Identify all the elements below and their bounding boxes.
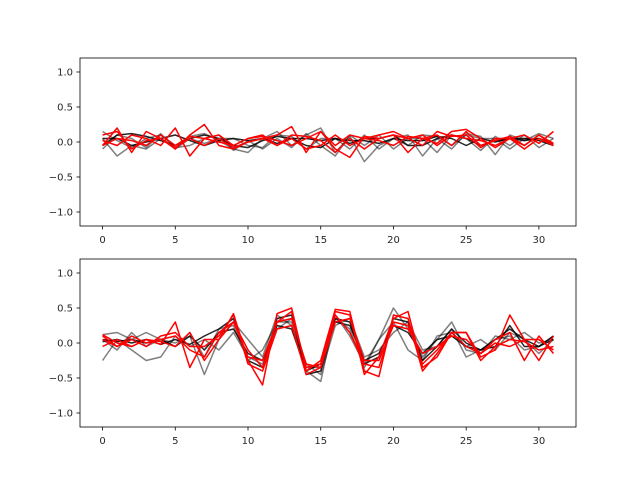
y-tick-label: 1.0 (57, 269, 73, 280)
y-tick-label: 0.0 (57, 138, 73, 149)
y-tick-label: −0.5 (49, 173, 73, 184)
series-line-8 (102, 130, 554, 154)
series-group (101, 123, 554, 163)
x-tick-label: 15 (314, 436, 327, 447)
series-line-7 (102, 127, 554, 157)
x-tick-label: 20 (387, 436, 400, 447)
x-tick-label: 10 (242, 235, 255, 246)
y-tick-label: −1.0 (49, 208, 73, 219)
x-tick-label: 15 (314, 235, 327, 246)
subplot-2: 0 5 10 15 20 25 30 −1.0 −0.5 0.0 0.5 1.0 (49, 258, 577, 447)
x-tick-label: 25 (460, 235, 473, 246)
series-line-9 (102, 314, 555, 369)
x-tick-label: 30 (533, 436, 546, 447)
x-tick-label: 10 (242, 436, 255, 447)
x-tick-label: 0 (99, 436, 105, 447)
x-tick-label: 20 (387, 235, 400, 246)
y-tick-label: 0.5 (57, 103, 73, 114)
x-tick-label: 5 (172, 235, 178, 246)
series-line-9 (102, 128, 554, 150)
x-tick-label: 25 (460, 436, 473, 447)
x-tick-label: 5 (172, 436, 178, 447)
y-tick-label: −0.5 (49, 374, 73, 385)
y-tick-label: 0.0 (57, 339, 73, 350)
x-tick-label: 0 (99, 235, 105, 246)
x-tick-label: 30 (533, 235, 546, 246)
series-group (101, 307, 555, 386)
y-tick-label: 0.5 (57, 304, 73, 315)
y-tick-label: 1.0 (57, 68, 73, 79)
y-tick-label: −1.0 (49, 409, 73, 420)
series-line-7 (102, 310, 554, 376)
subplot-1: 0 5 10 15 20 25 30 −1.0 −0.5 0.0 0.5 1.0 (49, 57, 577, 246)
series-line-8 (102, 314, 555, 376)
